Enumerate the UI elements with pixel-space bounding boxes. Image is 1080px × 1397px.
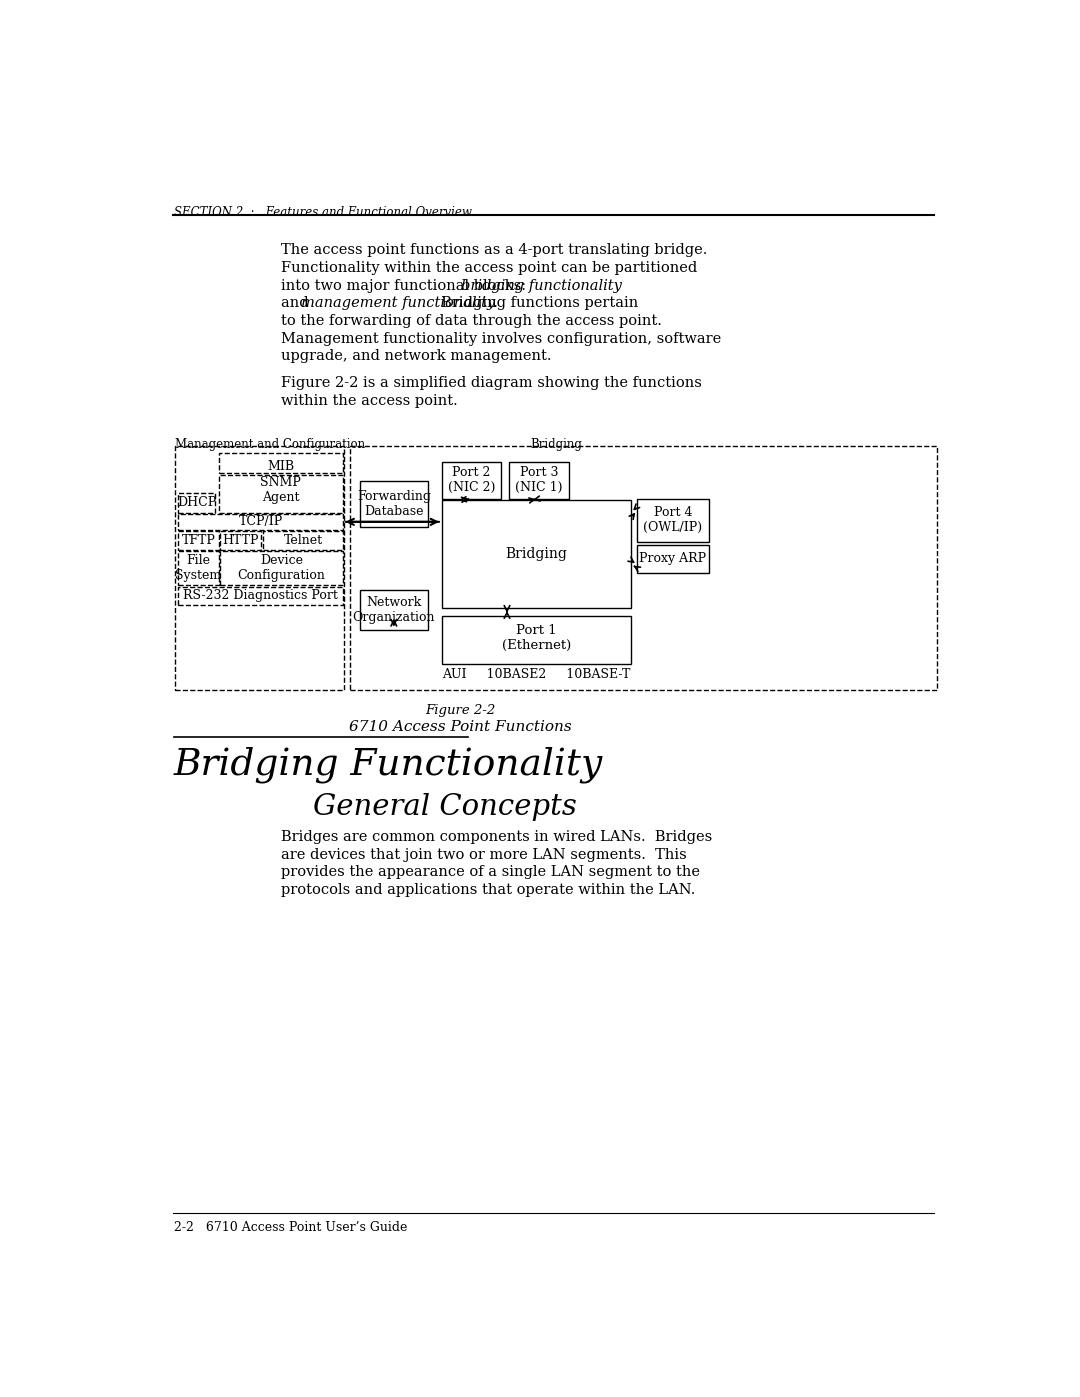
- Bar: [175, 447, 345, 690]
- Text: bridging functionality: bridging functionality: [461, 278, 622, 292]
- Text: SNMP
Agent: SNMP Agent: [260, 475, 301, 503]
- Text: AUI     10BASE2     10BASE-T: AUI 10BASE2 10BASE-T: [443, 668, 631, 682]
- Text: into two major functional blocks:: into two major functional blocks:: [281, 278, 535, 292]
- Text: General Concepts: General Concepts: [313, 793, 577, 821]
- Text: Device
Configuration: Device Configuration: [238, 555, 325, 583]
- Bar: [178, 587, 342, 605]
- Text: management functionality.: management functionality.: [301, 296, 498, 310]
- Text: 2-2   6710 Access Point User’s Guide: 2-2 6710 Access Point User’s Guide: [174, 1221, 407, 1234]
- Bar: [360, 481, 428, 527]
- Text: Bridging: Bridging: [530, 437, 582, 451]
- Bar: [360, 590, 428, 630]
- Bar: [442, 500, 631, 608]
- Text: HTTP: HTTP: [222, 534, 258, 546]
- Text: RS-232 Diagnostics Port: RS-232 Diagnostics Port: [184, 590, 338, 602]
- Text: 6710 Access Point Functions: 6710 Access Point Functions: [349, 719, 572, 733]
- Text: Proxy ARP: Proxy ARP: [639, 552, 706, 566]
- Text: Telnet: Telnet: [284, 534, 323, 546]
- Text: Bridging Functionality: Bridging Functionality: [174, 746, 603, 784]
- Bar: [637, 499, 708, 542]
- Text: to the forwarding of data through the access point.: to the forwarding of data through the ac…: [281, 314, 662, 328]
- Text: provides the appearance of a single LAN segment to the: provides the appearance of a single LAN …: [281, 865, 700, 879]
- Bar: [220, 550, 342, 585]
- Bar: [350, 447, 937, 690]
- Text: Forwarding
Database: Forwarding Database: [356, 490, 431, 518]
- Text: TFTP: TFTP: [181, 534, 216, 546]
- Text: The access point functions as a 4-port translating bridge.: The access point functions as a 4-port t…: [281, 243, 707, 257]
- Bar: [509, 462, 569, 499]
- Text: SECTION 2  ·   Features and Functional Overview: SECTION 2 · Features and Functional Over…: [174, 207, 472, 219]
- Bar: [442, 616, 631, 665]
- Text: within the access point.: within the access point.: [281, 394, 458, 408]
- Bar: [178, 514, 342, 529]
- Bar: [442, 462, 501, 499]
- Text: Port 3
(NIC 1): Port 3 (NIC 1): [515, 467, 563, 495]
- Bar: [637, 545, 708, 573]
- Bar: [220, 531, 261, 549]
- Bar: [178, 531, 218, 549]
- Text: Management functionality involves configuration, software: Management functionality involves config…: [281, 331, 721, 345]
- Bar: [178, 550, 218, 585]
- Bar: [218, 475, 342, 513]
- Text: Port 4
(OWL/IP): Port 4 (OWL/IP): [644, 506, 702, 534]
- Text: Port 2
(NIC 2): Port 2 (NIC 2): [448, 467, 495, 495]
- Text: protocols and applications that operate within the LAN.: protocols and applications that operate …: [281, 883, 696, 897]
- Text: Network
Organization: Network Organization: [352, 595, 435, 623]
- Text: Bridges are common components in wired LANs.  Bridges: Bridges are common components in wired L…: [281, 830, 712, 844]
- Text: Port 1
(Ethernet): Port 1 (Ethernet): [502, 624, 571, 652]
- Text: Figure 2-2 is a simplified diagram showing the functions: Figure 2-2 is a simplified diagram showi…: [281, 376, 702, 390]
- Text: Management and Configuration: Management and Configuration: [175, 437, 365, 451]
- Text: Bridging: Bridging: [505, 548, 567, 562]
- Bar: [262, 531, 342, 549]
- Text: DHCP: DHCP: [177, 496, 217, 509]
- Text: Functionality within the access point can be partitioned: Functionality within the access point ca…: [281, 261, 697, 275]
- Text: and: and: [281, 296, 313, 310]
- Text: upgrade, and network management.: upgrade, and network management.: [281, 349, 551, 363]
- Bar: [178, 493, 215, 513]
- Text: are devices that join two or more LAN segments.  This: are devices that join two or more LAN se…: [281, 848, 687, 862]
- Bar: [218, 453, 342, 474]
- Text: Bridging functions pertain: Bridging functions pertain: [432, 296, 638, 310]
- Text: TCP/IP: TCP/IP: [239, 515, 283, 528]
- Text: Figure 2-2: Figure 2-2: [426, 704, 496, 717]
- Text: MIB: MIB: [267, 460, 294, 474]
- Text: File
System: File System: [175, 555, 221, 583]
